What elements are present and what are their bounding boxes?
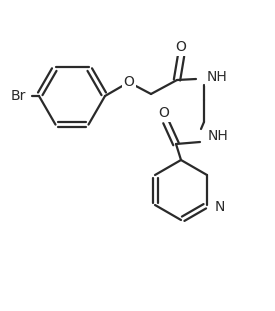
Text: O: O <box>159 106 169 120</box>
Text: NH: NH <box>207 70 228 84</box>
Text: Br: Br <box>11 89 26 103</box>
Text: O: O <box>123 75 134 89</box>
Text: O: O <box>175 40 186 54</box>
Text: N: N <box>215 200 225 214</box>
Text: NH: NH <box>208 129 229 143</box>
